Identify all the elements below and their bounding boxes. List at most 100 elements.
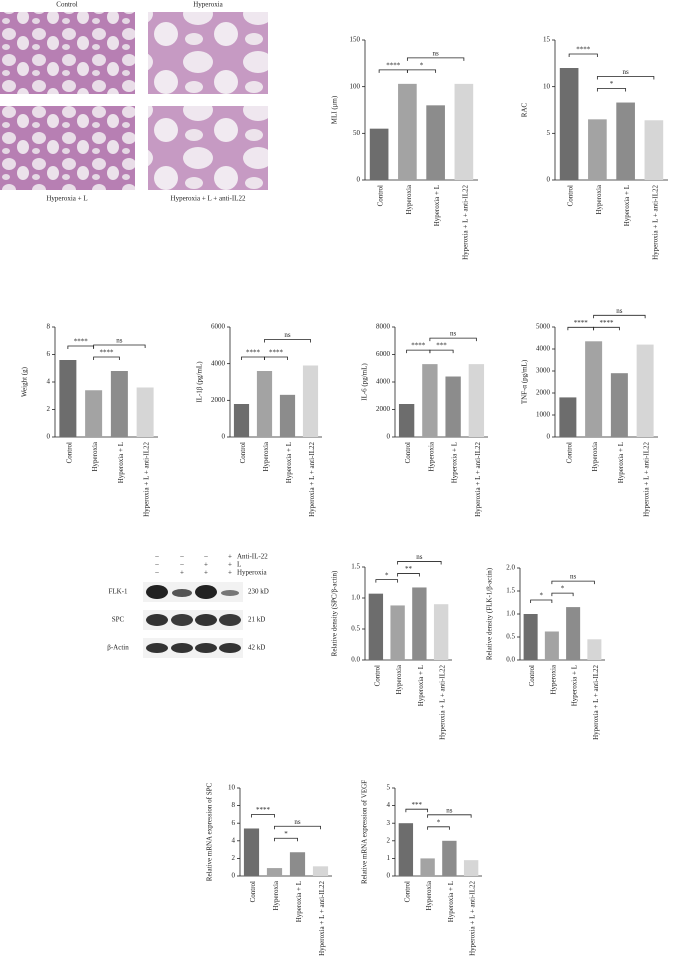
bar — [454, 83, 474, 180]
y-tick-label: 4 — [232, 836, 236, 844]
significance-bracket — [397, 573, 420, 577]
band — [171, 643, 193, 653]
y-tick-label: 0 — [232, 872, 236, 880]
y-tick-label: 0.0 — [506, 656, 515, 664]
bar — [398, 404, 415, 437]
y-axis-label: IL-1β (pg/mL) — [196, 361, 204, 403]
significance-label: **** — [574, 319, 589, 327]
bar — [136, 387, 154, 437]
band — [146, 614, 168, 626]
x-tick-label: Control — [404, 442, 412, 463]
y-tick-label: 5 — [547, 129, 551, 137]
bar — [468, 364, 485, 437]
x-tick-label: Hyperoxia — [395, 664, 403, 694]
y-tick-label: 10 — [228, 784, 236, 792]
band — [219, 614, 241, 626]
bar — [585, 341, 603, 437]
significance-label: *** — [412, 801, 423, 809]
y-tick-label: 2000 — [536, 389, 551, 397]
x-tick-label: Hyperoxia + L — [285, 442, 293, 483]
x-tick-label: Hyperoxia + L — [295, 881, 303, 922]
x-tick-label: Hyperoxia + L — [571, 665, 579, 706]
significance-bracket — [593, 326, 620, 331]
y-tick-label: 1.0 — [351, 594, 360, 602]
bar — [412, 587, 427, 660]
significance-label: * — [420, 61, 424, 69]
y-tick-label: 15 — [543, 36, 551, 44]
significance-label: ns — [616, 307, 623, 315]
micrograph — [0, 106, 135, 190]
micrographs: Control Hyperoxia Hyperoxia + L Hyperoxi… — [0, 1, 268, 203]
y-tick-label: 0 — [547, 176, 551, 184]
y-tick-label: 1.5 — [351, 563, 360, 571]
y-tick-label: 6 — [47, 350, 51, 358]
band — [221, 590, 239, 596]
significance-label: ** — [405, 565, 413, 573]
y-tick-label: 4000 — [211, 359, 226, 367]
significance-bracket — [93, 344, 146, 348]
significance-bracket — [406, 57, 465, 61]
bar — [369, 128, 389, 180]
bar — [398, 823, 414, 876]
significance-label: ns — [446, 806, 453, 814]
x-tick-label: Control — [239, 442, 247, 463]
bar — [442, 840, 457, 876]
significance-bracket — [274, 825, 321, 830]
y-tick-label: 4000 — [376, 378, 391, 386]
y-tick-label: 1.5 — [506, 587, 515, 595]
y-tick-label: 0 — [387, 433, 391, 441]
y-axis-label: IL-6 (pg/mL) — [361, 363, 369, 401]
y-tick-label: 3 — [387, 819, 391, 827]
significance-bracket — [264, 356, 288, 360]
x-tick-label: Hyperoxia + L + anti-IL22 — [592, 665, 600, 740]
treatment-label: Hyperoxia — [237, 569, 267, 577]
y-tick-label: 100 — [350, 82, 361, 90]
bar — [398, 83, 417, 180]
treatment-sign: – — [154, 553, 159, 561]
y-axis-label: Relative density (SPC/β-actin) — [331, 570, 339, 656]
treatment-sign: + — [228, 569, 232, 577]
x-tick-label: Control — [377, 185, 385, 206]
x-tick-label: Hyperoxia + L + anti-IL22 — [143, 442, 151, 517]
bar — [566, 607, 581, 660]
significance-bracket — [405, 808, 429, 813]
band-label: SPC — [112, 616, 125, 624]
y-tick-label: 8000 — [376, 323, 391, 331]
x-tick-label: Control — [567, 185, 575, 206]
significance-label: **** — [386, 61, 401, 69]
y-tick-label: 6000 — [211, 323, 226, 331]
bar — [279, 394, 296, 437]
significance-label: **** — [74, 338, 89, 346]
y-tick-label: 4 — [387, 801, 391, 809]
x-tick-label: Hyperoxia + L + anti-IL22 — [439, 665, 447, 740]
treatment-sign: – — [154, 561, 159, 569]
treatment-label: Anti-IL-22 — [237, 553, 268, 561]
band — [195, 585, 217, 599]
significance-label: ns — [284, 331, 291, 339]
x-tick-label: Hyperoxia + L — [117, 442, 125, 483]
band-size: 230 kD — [248, 588, 269, 596]
treatment-sign: – — [179, 553, 184, 561]
y-tick-label: 6000 — [376, 350, 391, 358]
bar — [587, 639, 602, 660]
bar — [433, 604, 449, 660]
significance-label: * — [437, 818, 441, 826]
y-tick-label: 0 — [47, 433, 51, 441]
bar — [85, 390, 103, 437]
micrograph — [0, 12, 135, 94]
significance-bracket — [375, 579, 399, 583]
x-tick-label: Hyperoxia + L + anti-IL22 — [469, 881, 477, 956]
x-tick-label: Hyperoxia + L + anti-IL22 — [308, 442, 316, 517]
y-tick-label: 50 — [353, 129, 361, 137]
significance-bracket — [551, 592, 574, 597]
band — [146, 643, 168, 653]
significance-bracket — [568, 53, 598, 57]
y-axis-label: Relative density (FLK-1/β-actin) — [486, 567, 494, 660]
y-tick-label: 8 — [232, 801, 236, 809]
significance-label: **** — [411, 342, 426, 350]
y-tick-label: 0 — [357, 176, 361, 184]
micrograph — [148, 106, 268, 190]
x-tick-label: Hyperoxia — [427, 441, 435, 471]
y-axis-label: Relative mRNA expression of SPC — [206, 782, 214, 881]
bar — [544, 631, 559, 660]
